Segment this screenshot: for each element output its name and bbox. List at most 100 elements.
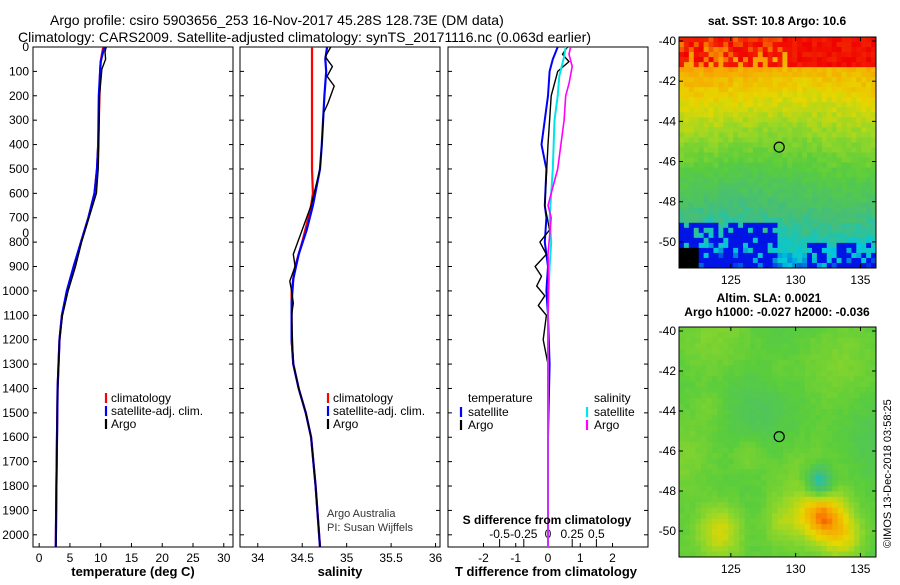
sst-cell [708, 252, 715, 259]
sst-cell [713, 132, 719, 139]
sst-cell [688, 117, 695, 123]
sst-cell [787, 147, 793, 154]
sla-cell [777, 425, 784, 432]
sst-cell [688, 172, 695, 179]
sla-cell [821, 442, 828, 449]
sst-cell [698, 197, 705, 204]
sla-cell [859, 551, 866, 557]
sst-cell [752, 167, 759, 174]
sst-cell [743, 112, 749, 118]
sla-cell [750, 458, 757, 465]
sla-cell [766, 387, 773, 394]
sla-cell [837, 551, 844, 557]
sst-cell [826, 202, 833, 209]
sst-cell [688, 147, 695, 154]
sst-cell [851, 192, 857, 199]
sla-cell [837, 474, 844, 481]
sla-cell [744, 442, 751, 449]
sla-cell [777, 409, 784, 416]
sst-cell [866, 77, 872, 83]
sla-cell [782, 496, 790, 503]
sst-cell [851, 202, 857, 209]
sla-cell [832, 524, 839, 531]
sla-cell [750, 392, 757, 399]
sla-cell [788, 420, 795, 427]
sla-cell [815, 381, 822, 388]
sla-cell [788, 376, 795, 383]
sst-cell [816, 242, 823, 249]
sst-cell [767, 72, 774, 78]
sst-cell [693, 222, 700, 229]
sst-cell [728, 137, 734, 144]
sst-cell [703, 252, 710, 259]
sst-cell [772, 132, 779, 139]
sla-cell [722, 447, 729, 454]
sst-cell [728, 72, 734, 78]
sst-cell [856, 212, 862, 219]
sst-cell [723, 67, 729, 73]
sst-cell [792, 67, 798, 73]
sla-cell [711, 540, 718, 547]
sst-cell [797, 42, 803, 48]
sst-cell [733, 92, 739, 98]
sla-cell [728, 447, 735, 454]
sst-cell [816, 222, 823, 229]
sst-cell [836, 262, 843, 268]
sst-cell [683, 137, 690, 144]
sla-cell [695, 452, 702, 460]
sst-cell [757, 142, 764, 149]
sla-cell [766, 359, 773, 366]
sst-cell [708, 122, 715, 128]
sst-cell [728, 212, 734, 219]
sst-cell [792, 82, 798, 88]
sst-cell [679, 62, 685, 68]
sla-cell [788, 436, 795, 443]
sla-cell [766, 463, 773, 470]
sla-cell [810, 431, 817, 438]
sst-cell [811, 247, 818, 254]
sla-cell [684, 507, 691, 514]
sla-cell [739, 452, 746, 460]
sst-cell [826, 127, 833, 134]
sla-cell [793, 518, 800, 525]
sst-cell [861, 257, 867, 264]
sst-cell [703, 112, 710, 118]
sla-cell [695, 469, 702, 476]
sla-cell [700, 447, 707, 454]
sst-cell [836, 187, 843, 194]
sst-cell [713, 152, 719, 159]
sst-cell [723, 177, 729, 184]
pressure-tick-label: 1900 [2, 503, 29, 517]
sla-cell [832, 381, 839, 388]
sst-cell [757, 77, 764, 83]
sla-cell [679, 458, 686, 465]
sst-cell [698, 62, 705, 68]
sla-cell [799, 502, 806, 509]
sst-cell [733, 77, 739, 83]
sla-cell [695, 365, 702, 372]
sla-cell [689, 474, 697, 481]
sst-cell [831, 142, 838, 149]
sst-cell [738, 142, 744, 149]
sla-cell [689, 436, 697, 443]
sla-cell [722, 442, 729, 449]
sst-cell [747, 242, 754, 249]
sst-cell [733, 157, 739, 164]
sst-cell [861, 147, 867, 154]
sst-cell [826, 77, 833, 83]
sst-cell [856, 157, 862, 164]
sst-cell [713, 202, 719, 209]
sst-cell [861, 92, 867, 98]
sla-cell [788, 414, 795, 421]
sla-cell [799, 370, 806, 377]
t-series-satellite-adj-clim- [54, 47, 106, 547]
sst-cell [792, 112, 798, 118]
sst-cell [856, 257, 862, 264]
sla-cell [761, 414, 768, 421]
sst-cell [679, 172, 685, 179]
sla-cell [837, 398, 844, 405]
sst-cell [826, 132, 833, 139]
sst-cell [782, 252, 788, 259]
sst-cell [718, 72, 724, 78]
sst-cell [762, 257, 769, 264]
